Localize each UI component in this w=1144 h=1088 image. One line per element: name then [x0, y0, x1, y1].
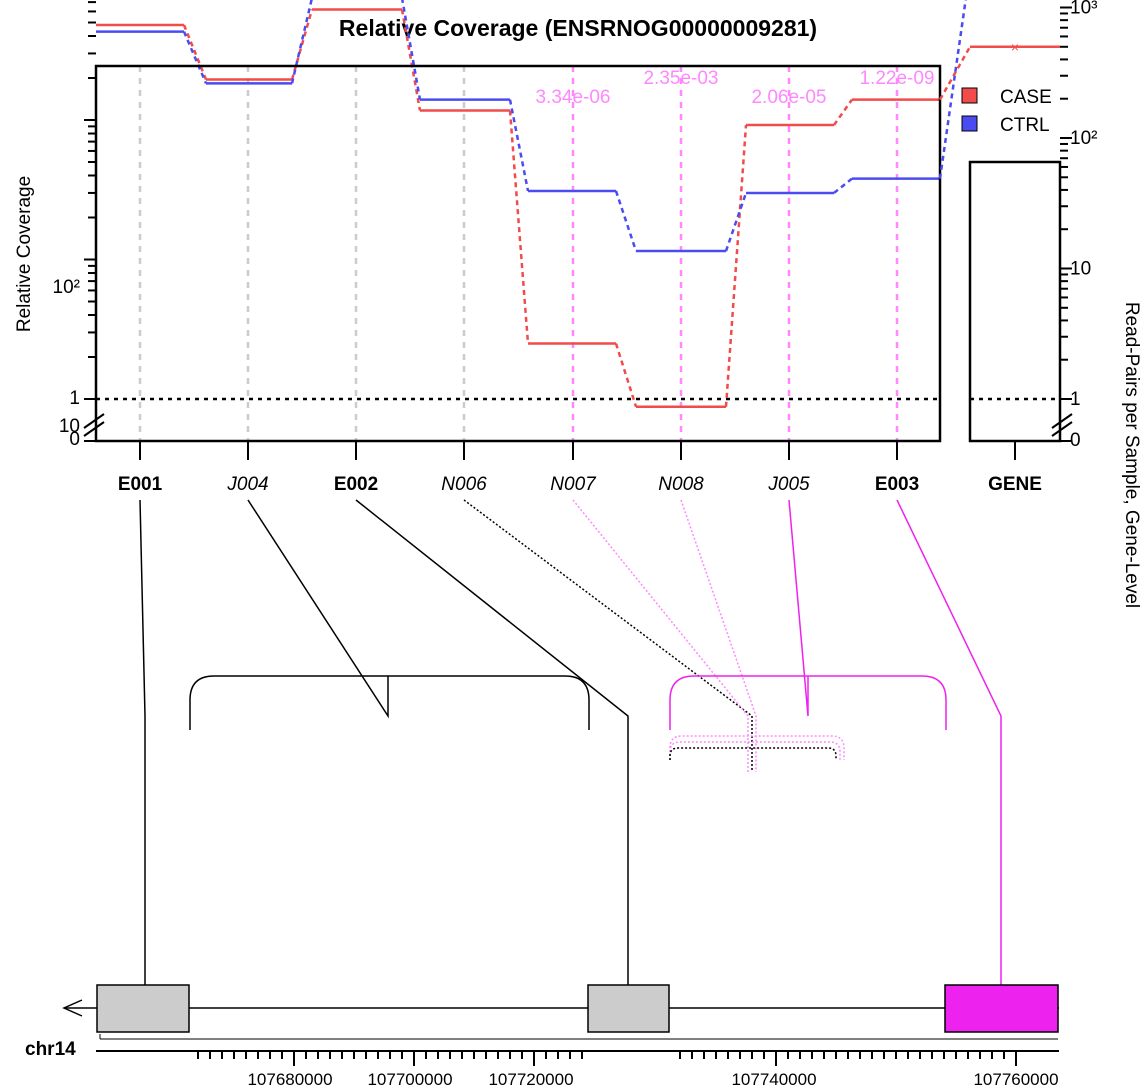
junction-arc-j004: [189, 675, 590, 730]
left-tick-label: 10²: [53, 277, 80, 298]
genome-tick-label-4: 107740000: [731, 1070, 816, 1088]
strand-arrow-icon: [62, 999, 83, 1017]
connector-e001: [139, 499, 146, 985]
x-tick-label-e002: E002: [334, 474, 378, 495]
chromosome-label: chr14: [25, 1039, 76, 1060]
connector-ctrl-4: [614, 190, 638, 252]
connector-ctrl-0: [182, 31, 208, 84]
exon-e001: [96, 984, 190, 1033]
x-tick-label-n006: N006: [441, 474, 487, 495]
genome-axis: chr14 107680000 107700000 107720000 1077…: [25, 1039, 1059, 1088]
connector-n006: [463, 499, 753, 772]
right-tick-label: 1: [1070, 389, 1081, 410]
main-plot: 3.34e-06 2.35e-03 2.06e-05 1.22e-09 0 1 10 10²…: [14, 0, 942, 495]
right-tick-label: 10²: [1070, 128, 1097, 149]
x-tick-label-j004: J004: [226, 474, 268, 495]
x-tick-label-e001: E001: [118, 474, 163, 495]
connector-ctrl-5: [724, 192, 748, 252]
connector-n008: [680, 499, 757, 772]
legend-swatch-case: [961, 87, 978, 104]
gene-panel-lines: ××: [938, 0, 1060, 179]
x-tick-label-j005: J005: [767, 474, 810, 495]
legend-label-case: CASE: [1000, 87, 1052, 108]
x-tick-label-n007: N007: [550, 474, 597, 495]
connector-n007: [572, 499, 749, 772]
left-tick-label: 0: [69, 429, 80, 450]
connector-case-6: [832, 98, 854, 126]
connector-e002: [355, 499, 629, 985]
legend: CASE CTRL: [961, 87, 1052, 136]
left-y-axis: 0 1 10 10²: [53, 1, 105, 450]
pvalue-n007: 3.34e-06: [535, 87, 610, 108]
gene-marker-case: ×: [1011, 39, 1019, 55]
gene-connector-ctrl: [938, 0, 967, 179]
left-tick-label: 10: [59, 416, 80, 437]
connector-j005: [788, 499, 809, 717]
connector-case-5: [724, 124, 748, 407]
right-y-axis: 0 1 10 10² 10³: [1051, 0, 1097, 451]
right-tick-label: 0: [1070, 430, 1081, 451]
pvalue-j005: 2.06e-05: [751, 87, 826, 108]
axis-break-mark: [1051, 421, 1073, 437]
legend-swatch-ctrl: [961, 115, 978, 132]
novel-junction-n006: [669, 747, 837, 760]
feature-connectors: [139, 499, 1002, 985]
x-tick-label-e003: E003: [875, 474, 919, 495]
right-axis-label: Read-Pairs per Sample, Gene-Level: [1121, 302, 1142, 608]
connector-case-3: [508, 110, 530, 344]
main-plot-frame: [94, 64, 942, 443]
gene-panel: ×× 0 1 10 10² 10³ Read-Pairs per Sample, Gen…: [938, 0, 1142, 608]
feature-gridlines: [138, 66, 899, 441]
gene-connector-case: [938, 46, 972, 101]
connector-ctrl-6: [833, 177, 853, 194]
series-lines: [96, 0, 940, 408]
axis-break-mark: [83, 413, 105, 429]
genome-ticks: [197, 1051, 1017, 1066]
pvalue-e003: 1.22e-09: [859, 68, 934, 89]
exon-e003: [944, 984, 1059, 1033]
left-tick-label: 1: [69, 388, 80, 409]
right-tick-label: 10³: [1070, 0, 1097, 19]
axis-break-mark: [1051, 413, 1073, 429]
y-axis-label: Relative Coverage: [14, 176, 35, 332]
axis-break-mark: [83, 421, 105, 437]
novel-junction-n007: [669, 735, 845, 760]
pvalue-n008: 2.35e-03: [643, 68, 718, 89]
novel-junction-n008: [669, 741, 841, 760]
gene-label: GENE: [988, 474, 1042, 495]
connector-ctrl-3: [508, 99, 530, 192]
genome-tick-label-5: 107760000: [973, 1070, 1058, 1088]
connector-case-2: [400, 9, 422, 111]
connector-case-0: [182, 24, 208, 81]
exon-e002: [587, 984, 670, 1033]
connector-e003: [896, 499, 1002, 985]
genome-tick-label-1: 107680000: [247, 1070, 332, 1088]
legend-label-ctrl: CTRL: [1000, 115, 1050, 136]
right-tick-label: 10: [1070, 259, 1091, 280]
genome-tick-label-3: 107720000: [488, 1070, 573, 1088]
connector-ctrl-1: [290, 0, 313, 84]
pvalue-labels: 3.34e-06 2.35e-03 2.06e-05 1.22e-09: [535, 68, 934, 108]
gene-structure: [62, 499, 1059, 1040]
feature-x-axis: E001 J004 E002 N006 N007 N008 J005 E003: [118, 441, 919, 495]
chart-title: Relative Coverage (ENSRNOG00000009281): [339, 15, 817, 41]
genome-tick-label-2: 107700000: [367, 1070, 452, 1088]
x-tick-label-n008: N008: [658, 474, 704, 495]
junction-arc-j005: [669, 675, 947, 730]
connector-case-4: [614, 343, 638, 408]
connector-j004: [247, 499, 389, 719]
